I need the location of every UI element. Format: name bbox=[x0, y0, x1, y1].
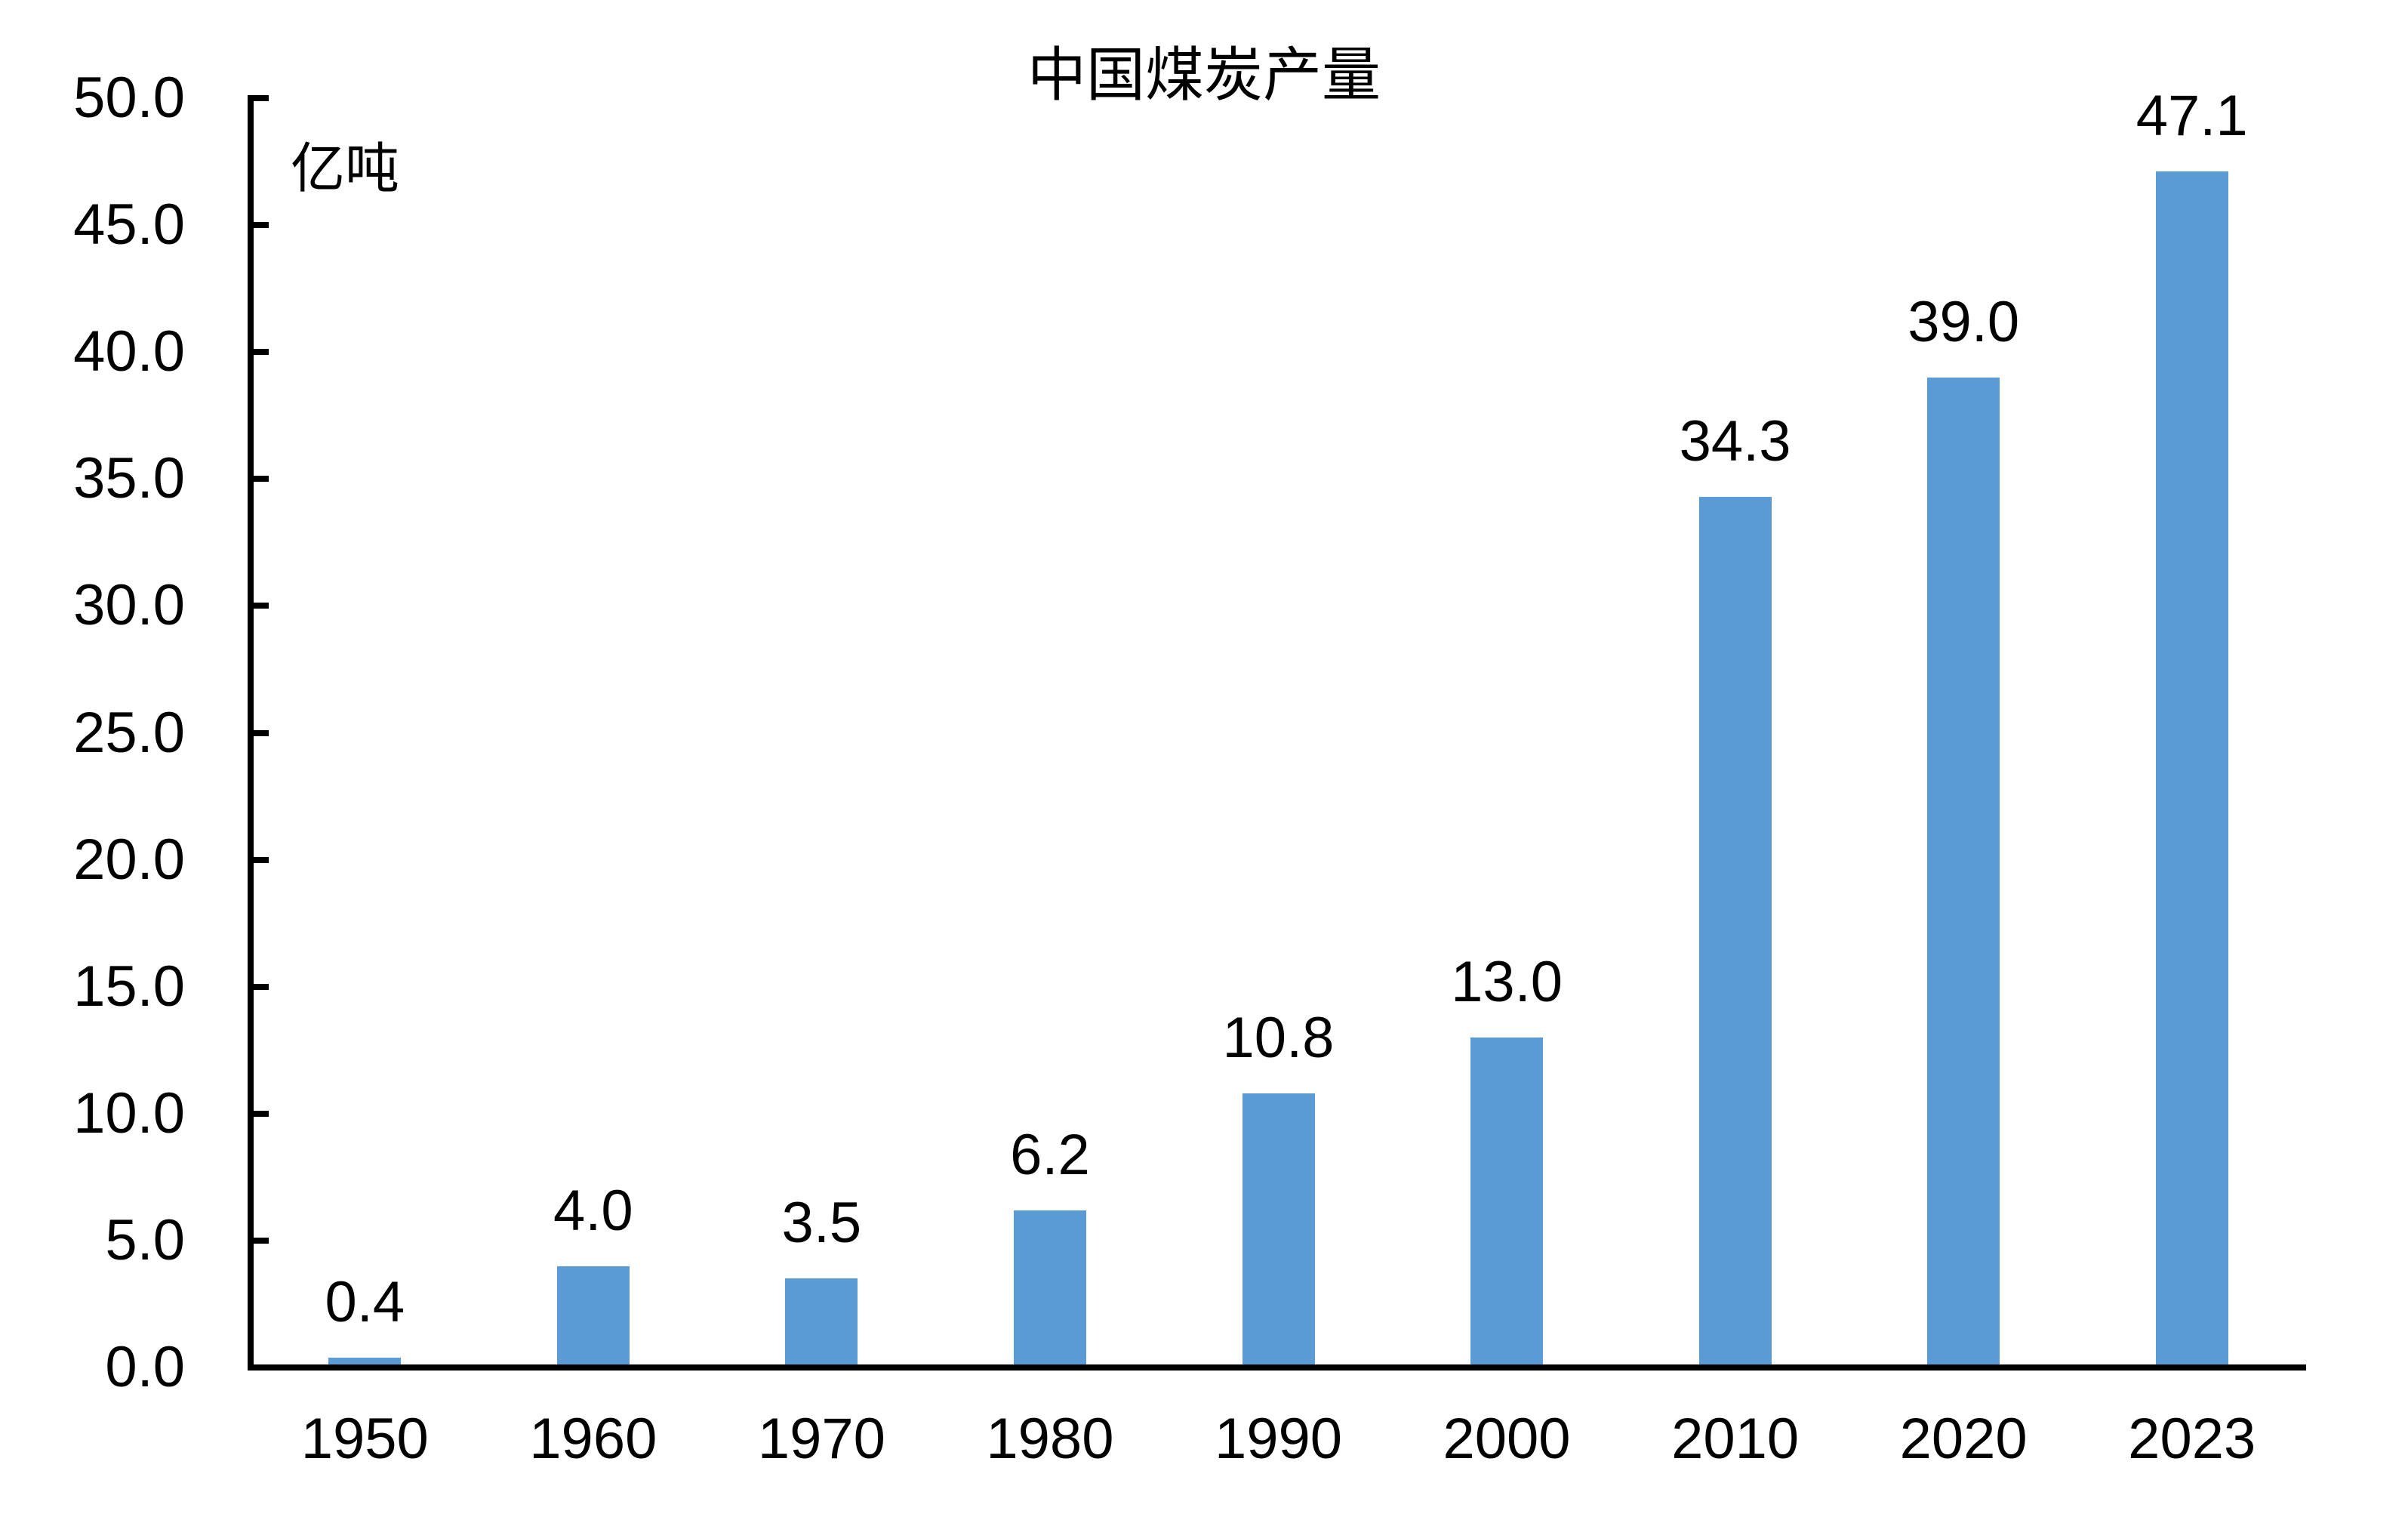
bar-1960 bbox=[556, 1266, 630, 1367]
bar-value-label: 39.0 bbox=[1908, 289, 2020, 354]
y-tick-mark bbox=[254, 983, 269, 990]
bar-value-label: 34.3 bbox=[1679, 409, 1791, 473]
bar-value-label: 13.0 bbox=[1451, 949, 1563, 1014]
y-tick-mark bbox=[254, 1237, 269, 1244]
x-tick-label: 1980 bbox=[986, 1407, 1114, 1471]
bar-2010 bbox=[1698, 496, 1772, 1367]
x-tick-label: 2010 bbox=[1671, 1407, 1800, 1471]
y-tick-label: 5.0 bbox=[105, 1207, 185, 1272]
y-tick-mark bbox=[254, 1110, 269, 1117]
bar-value-label: 47.1 bbox=[2135, 84, 2248, 149]
chart-title: 中国煤炭产量 bbox=[1027, 42, 1381, 108]
y-tick-mark bbox=[254, 729, 269, 736]
y-tick-label: 40.0 bbox=[73, 319, 185, 384]
y-tick-mark bbox=[254, 603, 269, 609]
y-tick-label: 0.0 bbox=[105, 1335, 185, 1399]
x-tick-label: 1990 bbox=[1214, 1407, 1343, 1471]
bar-value-label: 4.0 bbox=[553, 1178, 633, 1243]
bar-1990 bbox=[1242, 1093, 1315, 1367]
y-tick-label: 35.0 bbox=[73, 446, 185, 511]
y-axis-line bbox=[248, 95, 254, 1371]
y-tick-label: 10.0 bbox=[73, 1081, 185, 1145]
x-tick-label: 1960 bbox=[529, 1407, 657, 1471]
bar-value-label: 10.8 bbox=[1222, 1005, 1335, 1070]
bar-1970 bbox=[785, 1278, 858, 1367]
bar-1980 bbox=[1013, 1210, 1086, 1367]
bar-value-label: 6.2 bbox=[1010, 1122, 1090, 1187]
bar-2023 bbox=[2155, 171, 2228, 1367]
y-tick-mark bbox=[254, 349, 269, 356]
y-tick-label: 30.0 bbox=[73, 573, 185, 638]
y-tick-mark bbox=[254, 856, 269, 863]
y-tick-label: 25.0 bbox=[73, 700, 185, 765]
y-tick-label: 50.0 bbox=[73, 66, 185, 130]
x-tick-label: 2023 bbox=[2128, 1407, 2256, 1471]
bar-value-label: 0.4 bbox=[325, 1269, 405, 1334]
bar-2000 bbox=[1470, 1037, 1544, 1367]
x-tick-label: 2000 bbox=[1443, 1407, 1571, 1471]
y-tick-label: 20.0 bbox=[73, 827, 185, 892]
y-axis-unit-label: 亿吨 bbox=[291, 139, 400, 199]
x-tick-label: 1970 bbox=[757, 1407, 885, 1471]
y-tick-mark bbox=[254, 476, 269, 483]
bar-2020 bbox=[1927, 377, 2000, 1367]
y-tick-mark bbox=[254, 222, 269, 229]
y-tick-label: 15.0 bbox=[73, 954, 185, 1019]
y-tick-label: 45.0 bbox=[73, 193, 185, 257]
x-axis-line bbox=[248, 1364, 2306, 1371]
y-tick-mark bbox=[254, 95, 269, 101]
bar-value-label: 3.5 bbox=[781, 1191, 862, 1256]
x-tick-label: 2020 bbox=[1899, 1407, 2028, 1471]
x-tick-label: 1950 bbox=[300, 1407, 429, 1471]
